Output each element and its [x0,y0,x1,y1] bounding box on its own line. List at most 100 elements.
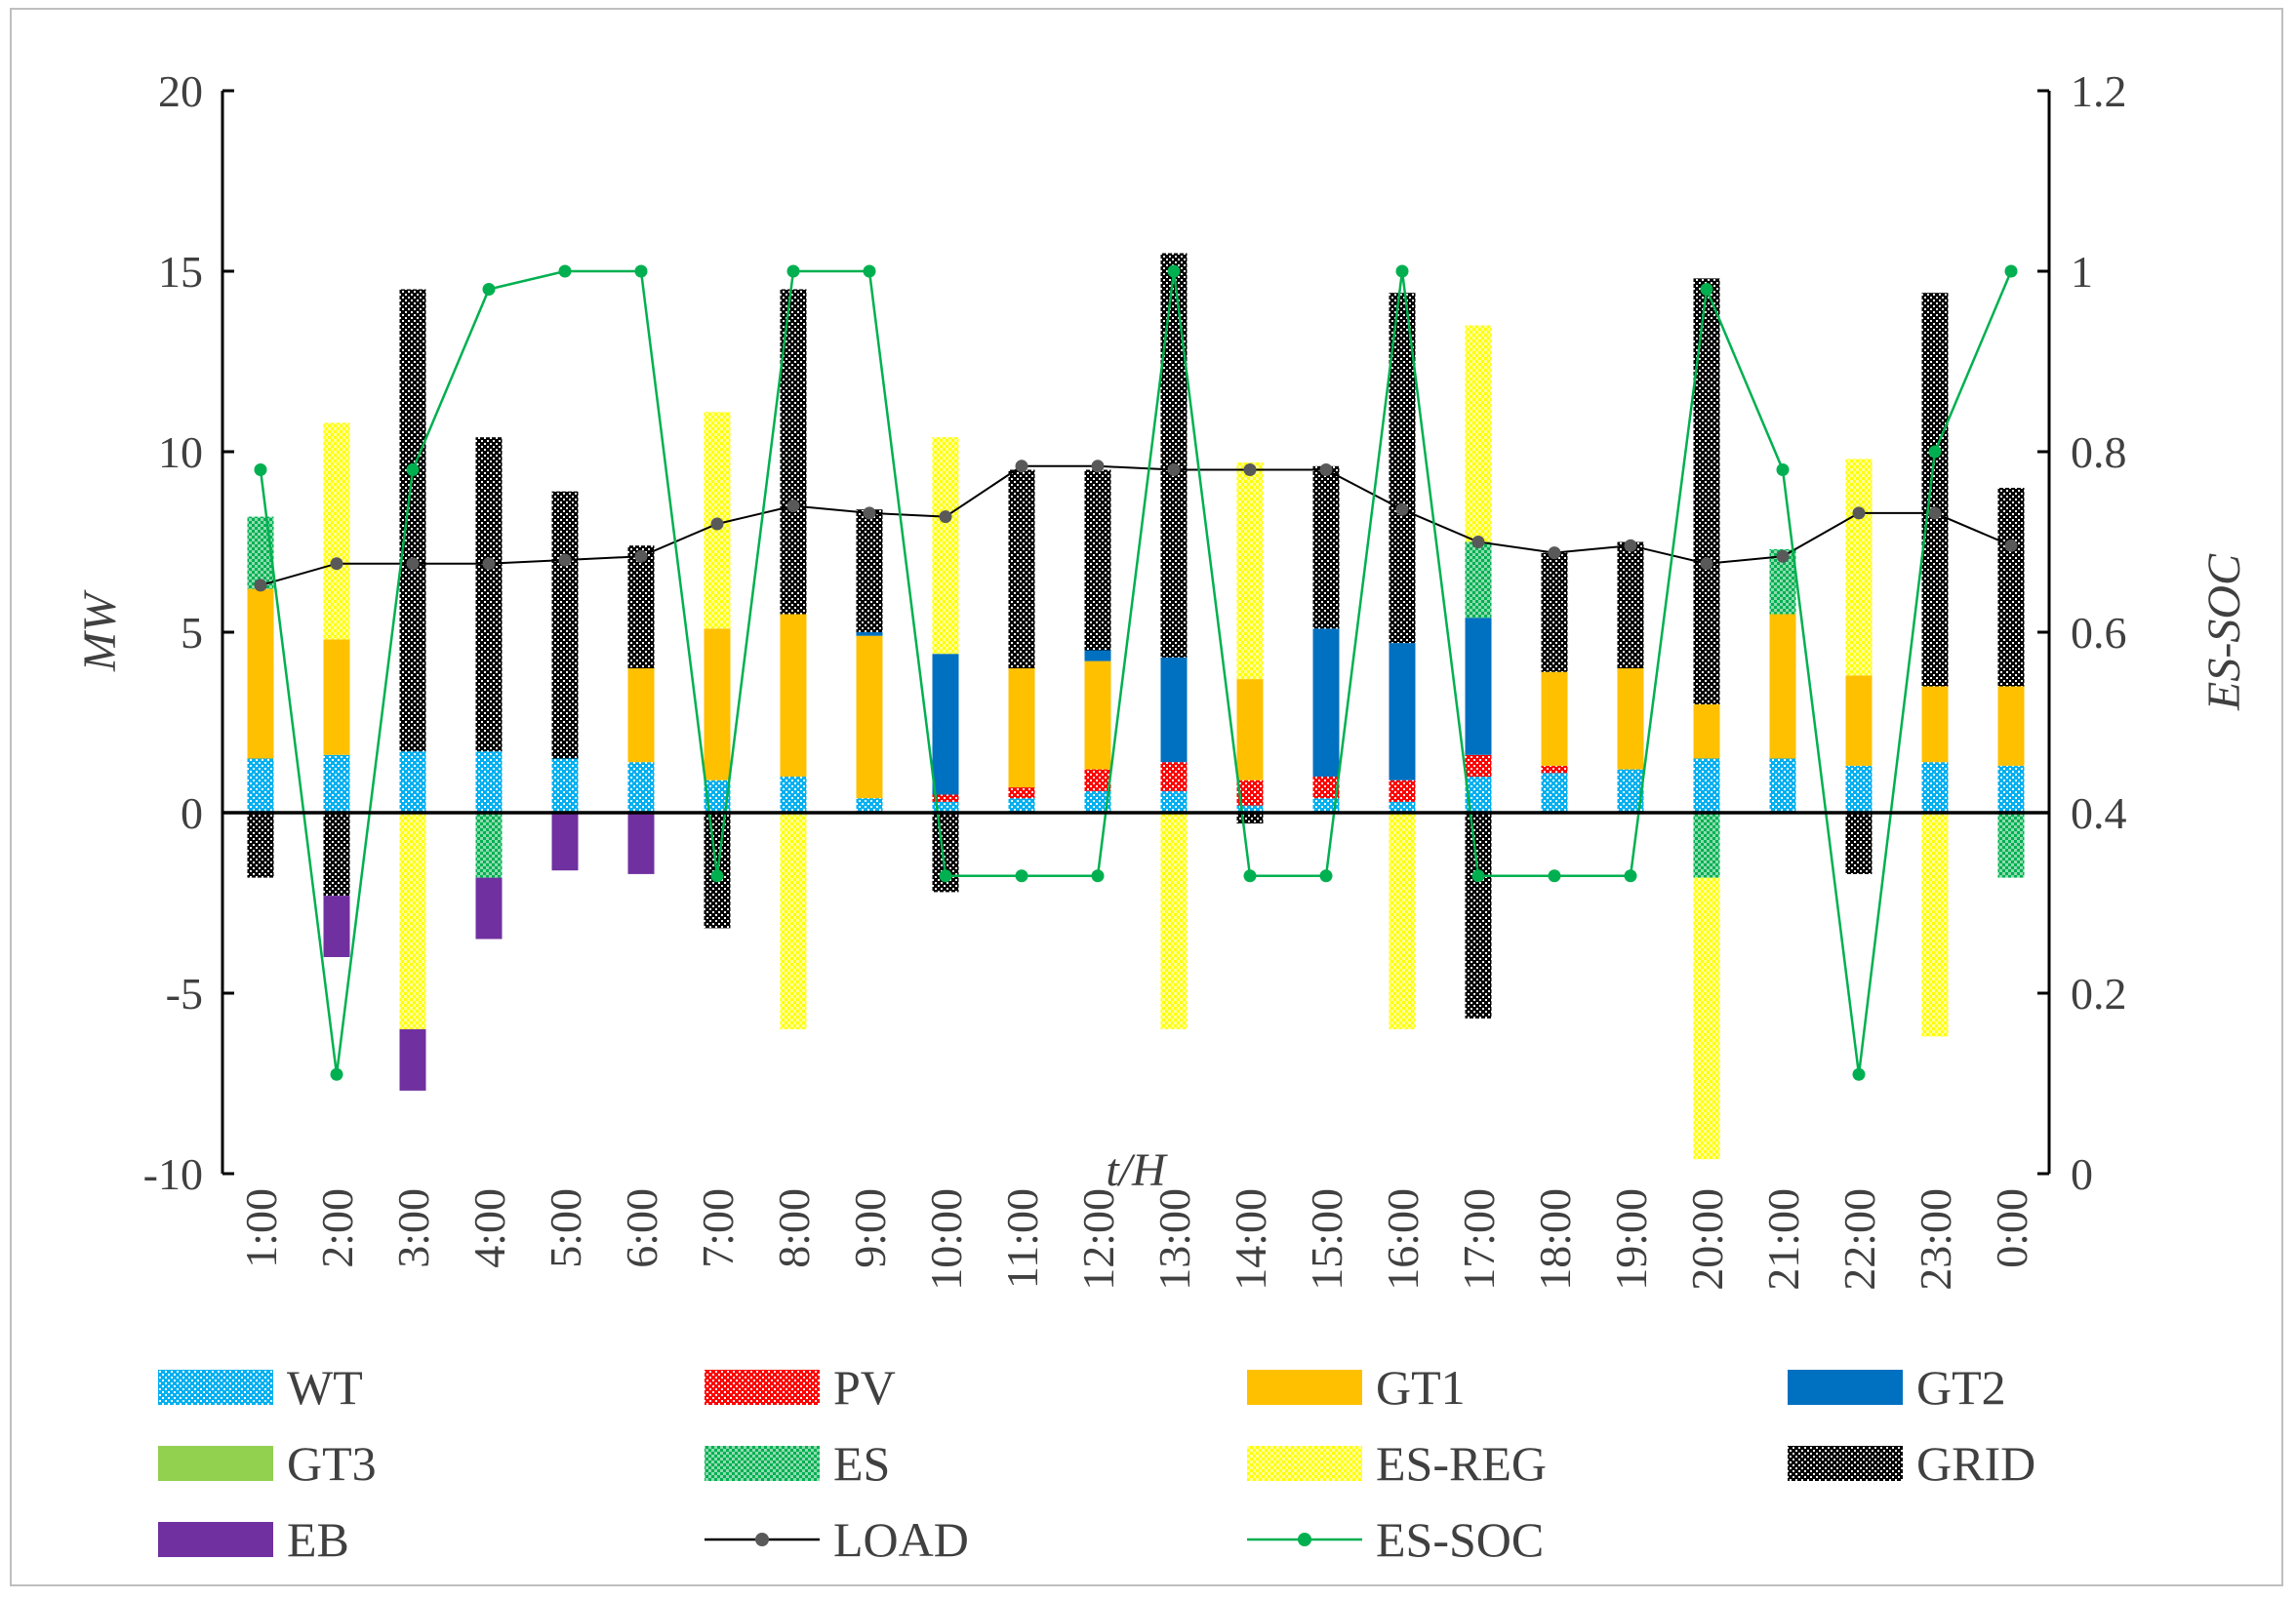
bar-es-reg-22-00 [1845,459,1873,676]
bar-gt1-2-00 [323,639,350,755]
x-tick-label: 1:00 [236,1188,286,1268]
point-load-8-00 [786,500,800,512]
bar-es-17-00 [1465,541,1492,619]
bar-pv-10-00 [932,794,959,802]
bar-eb-5-00 [551,813,579,871]
bar-grid-0-00 [1997,488,2025,687]
bar-grid-13-00 [1160,253,1188,658]
legend-marker-load [755,1533,769,1546]
bar-es-reg-8-00 [780,813,807,1029]
bar-wt-0-00 [1997,765,2025,813]
legend-item-wt: WT [158,1360,363,1415]
legend-item-load: LOAD [705,1512,969,1567]
bar-pv-17-00 [1465,754,1492,777]
bar-eb-6-00 [627,813,655,874]
point-es-soc-5-00 [558,264,572,278]
bar-grid-14-00 [1236,813,1264,824]
chart-frame [10,8,2283,1586]
bar-gt1-20-00 [1693,704,1720,759]
bar-pv-16-00 [1389,780,1416,802]
legend: WT PV GT1 GT2 GT3 ES ES-REG GRID EB LOAD ES-SOC [158,1360,2035,1567]
x-tick-label: 4:00 [464,1188,514,1268]
x-axis-title: t/H [1106,1144,1168,1196]
x-tick-label: 12:00 [1073,1188,1123,1291]
bar-wt-20-00 [1693,758,1720,813]
y-tick-label: 15 [158,247,203,297]
y2-tick-label: 0.2 [2071,969,2127,1019]
bar-pv-11-00 [1008,787,1035,799]
bar-gt1-0-00 [1997,686,2025,766]
point-es-soc-9-00 [863,264,876,278]
legend-label-grid: GRID [1916,1436,2035,1491]
point-load-3-00 [406,557,420,571]
point-load-11-00 [1015,460,1028,473]
point-load-21-00 [1776,549,1790,563]
legend-item-eb: EB [158,1512,349,1567]
x-tick-label: 11:00 [997,1188,1047,1289]
point-load-20-00 [1700,557,1713,571]
bar-wt-10-00 [932,801,959,813]
point-es-soc-19-00 [1624,869,1637,883]
y2-tick-label: 1 [2071,247,2093,297]
x-tick-label: 15:00 [1302,1188,1351,1291]
point-es-soc-4-00 [482,283,496,296]
bar-wt-3-00 [399,751,426,813]
x-tick-label: 17:00 [1454,1188,1504,1291]
point-load-18-00 [1548,546,1561,560]
bar-es-reg-3-00 [399,813,426,1029]
point-es-soc-2-00 [330,1067,343,1081]
x-tick-label: 19:00 [1606,1188,1656,1291]
bar-gt2-9-00 [856,632,883,636]
bar-gt1-6-00 [627,668,655,763]
point-es-soc-13-00 [1167,264,1181,278]
x-tick-label: 21:00 [1758,1188,1808,1291]
bar-gt2-17-00 [1465,618,1492,755]
bar-wt-18-00 [1541,773,1568,813]
point-load-14-00 [1243,463,1257,476]
legend-item-es: ES [705,1436,890,1491]
bar-gt1-8-00 [780,614,807,777]
point-es-soc-0-00 [2004,264,2018,278]
legend-label-pv: PV [833,1360,896,1415]
bar-gt2-16-00 [1389,643,1416,780]
point-es-soc-3-00 [406,463,420,476]
legend-item-es-soc: ES-SOC [1247,1512,1544,1567]
y-tick-label: 10 [158,427,203,477]
legend-swatch-gt2 [1788,1370,1903,1405]
bar-gt1-7-00 [704,628,731,780]
point-load-4-00 [482,557,496,571]
bar-pv-18-00 [1541,765,1568,774]
point-load-22-00 [1852,506,1866,520]
bar-wt-8-00 [780,777,807,813]
bar-grid-4-00 [475,437,503,752]
bar-es-reg-13-00 [1160,813,1188,1029]
point-load-9-00 [863,506,876,520]
point-es-soc-8-00 [786,264,800,278]
bar-wt-15-00 [1312,798,1340,813]
point-load-6-00 [634,549,648,563]
y-axis-title: MW [74,589,126,672]
legend-swatch-wt [158,1370,273,1405]
legend-label-load: LOAD [833,1512,969,1567]
bar-gt2-13-00 [1160,657,1188,763]
bar-es-reg-20-00 [1693,877,1720,1160]
bar-grid-12-00 [1084,469,1111,651]
point-es-soc-15-00 [1319,869,1333,883]
x-tick-label: 0:00 [1987,1188,2036,1268]
bar-gt1-21-00 [1769,614,1796,759]
y2-tick-label: 0.6 [2071,608,2127,658]
legend-swatch-es-reg [1247,1446,1362,1481]
line-load [260,464,2012,586]
bar-gt1-18-00 [1541,671,1568,766]
bar-grid-6-00 [627,545,655,668]
y-tick-label: -10 [143,1149,203,1199]
bar-gt2-10-00 [932,654,959,795]
point-es-soc-22-00 [1852,1067,1866,1081]
bar-grid-2-00 [323,813,350,897]
bar-es-reg-16-00 [1389,813,1416,1029]
point-load-10-00 [939,510,952,524]
bar-gt2-15-00 [1312,628,1340,777]
bar-wt-16-00 [1389,801,1416,813]
bar-grid-5-00 [551,491,579,759]
point-load-16-00 [1395,502,1409,516]
